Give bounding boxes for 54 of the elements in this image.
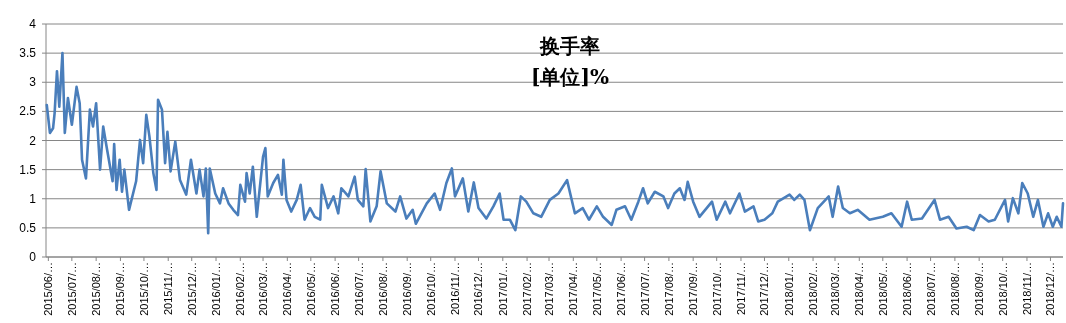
y-tick-label: 3 — [29, 75, 37, 90]
x-tick-label: 2017/04/… — [567, 262, 580, 316]
text: 换手率 — [539, 34, 600, 58]
x-tick-label: 2015/09/… — [114, 262, 127, 316]
x-tick-label: 2017/08/… — [662, 262, 675, 316]
y-tick-label: 2.5 — [19, 104, 37, 119]
x-tick-label: 2015/07/… — [65, 262, 78, 316]
x-tick-label: 2017/05/… — [590, 262, 603, 316]
x-tick-label: 2017/06/… — [615, 262, 628, 316]
x-tick-label: 2018/04/… — [853, 262, 866, 316]
text: [单位]% — [531, 65, 609, 89]
x-tick-label: 2016/08/… — [376, 262, 389, 316]
x-tick-label: 2018/09/… — [973, 262, 986, 316]
x-tick-label: 2016/07/… — [352, 262, 365, 316]
x-tick-label: 2018/10/… — [996, 262, 1009, 316]
x-tick-label: 2017/02/… — [521, 262, 534, 316]
x-tick-label: 2017/10/… — [710, 262, 723, 316]
x-tick-label: 2016/02/… — [234, 262, 247, 316]
x-tick-label: 2017/03/… — [543, 262, 556, 316]
x-tick-label: 2018/02/… — [807, 262, 820, 316]
x-tick-label: 2015/08/… — [90, 262, 103, 316]
x-tick-label: 2017/12/… — [758, 262, 771, 316]
x-tick-label: 2018/05/… — [876, 262, 889, 316]
x-tick-label: 2018/12/… — [1044, 262, 1057, 316]
x-tick-label: 2016/11/… — [448, 262, 461, 316]
y-tick-label: 4 — [29, 17, 37, 31]
x-tick-label: 2016/05/… — [304, 262, 317, 316]
x-tick-label: 2016/12/… — [472, 262, 485, 316]
x-tick-label: 2017/11/… — [734, 262, 747, 316]
y-tick-label: 3.5 — [19, 46, 37, 61]
x-tick-label: 2016/06/… — [329, 262, 342, 316]
x-tick-label: 2015/06/… — [42, 262, 55, 316]
y-tick-label: 1 — [29, 191, 37, 206]
x-tick-label: 2018/07/… — [924, 262, 937, 316]
x-tick-label: 2018/01/… — [782, 262, 795, 316]
x-tick-label: 2015/10/… — [137, 262, 150, 316]
y-tick-label: 1.5 — [19, 162, 37, 177]
x-tick-label: 2016/04/… — [281, 262, 294, 316]
x-tick-label: 2018/11/… — [1020, 262, 1033, 316]
x-tick-label: 2016/03/… — [257, 262, 270, 316]
x-tick-label: 2015/11/… — [162, 262, 175, 316]
x-tick-label: 2017/01/… — [496, 262, 509, 316]
x-tick-label: 2016/01/… — [210, 262, 223, 316]
y-tick-label: 0.5 — [19, 220, 37, 235]
y-tick-label: 2 — [29, 133, 37, 148]
x-tick-label: 2017/09/… — [687, 262, 700, 316]
x-tick-label: 2018/06/… — [901, 262, 914, 316]
x-tick-label: 2018/03/… — [829, 262, 841, 316]
x-tick-label: 2017/07/… — [638, 262, 651, 316]
y-tick-label: 0 — [29, 250, 37, 264]
x-tick-label: 2015/12/… — [185, 262, 198, 316]
x-tick-label: 2018/08/… — [948, 262, 961, 316]
x-tick-label: 2016/09/… — [401, 262, 414, 316]
x-tick-label: 2016/10/… — [424, 262, 437, 316]
